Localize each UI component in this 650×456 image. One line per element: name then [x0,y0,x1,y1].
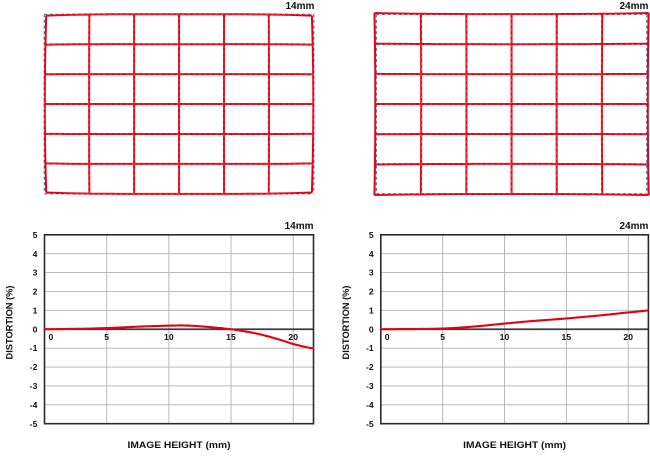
svg-text:3: 3 [33,268,38,278]
svg-text:24mm: 24mm [619,221,648,232]
svg-text:0: 0 [33,324,38,334]
svg-text:-2: -2 [366,362,374,372]
svg-text:IMAGE HEIGHT (mm): IMAGE HEIGHT (mm) [463,440,566,450]
svg-text:5: 5 [369,230,374,240]
svg-text:IMAGE HEIGHT (mm): IMAGE HEIGHT (mm) [128,440,231,450]
svg-text:-2: -2 [30,362,38,372]
svg-text:20: 20 [623,332,633,342]
svg-text:20: 20 [288,332,298,342]
svg-text:1: 1 [369,305,374,315]
svg-text:4: 4 [33,249,38,259]
svg-text:1: 1 [33,305,38,315]
svg-text:DISTORTION (%): DISTORTION (%) [5,285,15,359]
svg-text:5: 5 [33,230,38,240]
svg-text:0: 0 [369,324,374,334]
svg-text:0: 0 [385,332,390,342]
svg-text:-3: -3 [30,381,38,391]
svg-text:-3: -3 [366,381,374,391]
svg-text:0: 0 [49,332,54,342]
svg-text:14mm: 14mm [285,221,314,232]
svg-text:DISTORTION (%): DISTORTION (%) [341,285,351,359]
svg-text:15: 15 [561,332,571,342]
svg-text:10: 10 [500,332,510,342]
svg-text:2: 2 [33,287,38,297]
svg-text:-4: -4 [30,400,38,410]
svg-text:15: 15 [226,332,236,342]
svg-text:14mm: 14mm [285,1,314,12]
svg-text:-5: -5 [366,419,374,429]
svg-text:-1: -1 [30,343,38,353]
svg-text:5: 5 [104,332,109,342]
svg-text:-5: -5 [30,419,38,429]
svg-text:2: 2 [369,287,374,297]
svg-text:10: 10 [164,332,174,342]
svg-text:-4: -4 [366,400,374,410]
svg-text:-1: -1 [366,343,374,353]
svg-text:5: 5 [440,332,445,342]
svg-text:24mm: 24mm [619,1,648,12]
svg-text:4: 4 [369,249,374,259]
svg-text:3: 3 [369,268,374,278]
